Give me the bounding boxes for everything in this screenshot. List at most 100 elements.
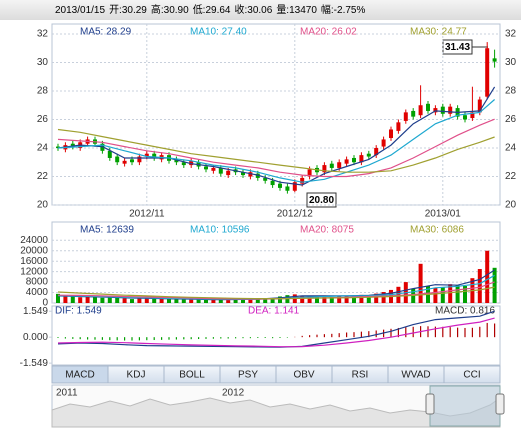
candle-body xyxy=(344,159,349,164)
annotation: 31.43 xyxy=(445,42,470,53)
tabs: MACD KDJ BOLL PSY OBV RSI WVAD CCI xyxy=(51,365,501,384)
y-tick-label: 26 xyxy=(505,114,517,125)
volume-bar xyxy=(300,295,305,303)
header-bar xyxy=(0,0,521,20)
candle-body xyxy=(366,153,371,157)
macd-frame xyxy=(51,305,501,366)
candle-body xyxy=(152,153,157,158)
volume-bar xyxy=(463,286,467,303)
volume-bar xyxy=(196,299,201,303)
volume-bar xyxy=(152,298,157,303)
volume-bar xyxy=(418,263,423,303)
candle-body xyxy=(100,143,105,151)
candle-body xyxy=(448,106,453,114)
volume-bar xyxy=(63,295,68,303)
navigator-label: 2011 xyxy=(56,388,78,399)
candle-body xyxy=(411,110,416,117)
volume-bar xyxy=(329,296,334,303)
tab[interactable] xyxy=(443,365,501,384)
volume-bar xyxy=(359,294,364,303)
volume-bar xyxy=(381,292,386,303)
y-tick-label: 30 xyxy=(37,57,49,68)
candle-body xyxy=(337,162,342,168)
legend-entry: MA5: 28.29 xyxy=(80,27,132,38)
y-tick-label: 16000 xyxy=(20,256,48,267)
volume-bar xyxy=(307,296,312,303)
volume-bar xyxy=(278,296,282,303)
line-series xyxy=(57,118,495,178)
header-item: 2013/01/15 xyxy=(55,5,105,16)
candle-body xyxy=(403,112,408,121)
volume-bar xyxy=(159,298,164,303)
y-tick-label: 24000 xyxy=(20,235,48,246)
candle-body xyxy=(174,159,179,163)
y-tick-label: 24 xyxy=(37,143,49,154)
y-tick-label: 20000 xyxy=(20,245,48,256)
tab-label: MACD xyxy=(65,370,94,381)
legend-entry: MACD: 0.816 xyxy=(435,306,495,317)
volume-bar xyxy=(270,298,275,303)
candle-body xyxy=(248,172,253,177)
candle-body xyxy=(300,177,305,184)
volume-bar xyxy=(93,296,97,303)
y-tick-label: 22 xyxy=(505,171,517,182)
header: 2013/01/15 开:30.29 高:30.90 低:29.64 收:30.06 量:… xyxy=(55,3,365,16)
candle-body xyxy=(122,160,127,164)
candle-body xyxy=(189,160,194,166)
volume-bar xyxy=(337,295,342,303)
volume-bar xyxy=(455,285,460,303)
candle-body xyxy=(270,180,275,186)
volume-bar xyxy=(492,267,497,303)
candle-body xyxy=(70,143,75,147)
volume-bar xyxy=(137,298,142,303)
y-tick-label: 24 xyxy=(505,143,517,154)
volume-bar xyxy=(70,296,75,303)
y-tick-label: 12000 xyxy=(20,266,48,277)
volume-bar xyxy=(107,296,112,303)
candle-body xyxy=(211,167,216,171)
annotation-box xyxy=(442,39,473,55)
navigator-handle[interactable] xyxy=(495,393,505,415)
y-tick-label: -1.549 xyxy=(20,358,49,369)
tab-label: OBV xyxy=(293,370,314,381)
volume-bar xyxy=(255,299,260,303)
candle-body xyxy=(204,166,208,170)
volume-bar xyxy=(374,293,379,303)
y-tick-label: 30 xyxy=(505,57,517,68)
navigator-window[interactable] xyxy=(429,385,501,427)
volume-bar xyxy=(485,250,490,303)
candle-body xyxy=(359,155,364,163)
legend-entry: MA30: 6086 xyxy=(410,225,464,236)
candle-body xyxy=(107,150,112,158)
candle-body xyxy=(440,106,445,114)
header-item: 幅:-2.75% xyxy=(321,3,366,16)
candle-body xyxy=(381,139,386,147)
y-tick-label: 26 xyxy=(37,114,49,125)
line-series xyxy=(57,317,495,348)
y-tick-label: 20 xyxy=(505,200,517,211)
volume-bar xyxy=(448,284,453,303)
volume-bar xyxy=(226,300,231,303)
volume-bar xyxy=(122,298,127,303)
y-tick-label: 32 xyxy=(505,29,517,40)
annotation: 20.80 xyxy=(309,195,334,206)
y-tick-label: 28 xyxy=(505,86,517,97)
volume-bar xyxy=(218,299,223,303)
navigator-handle[interactable] xyxy=(425,393,435,415)
y-tick-label: 0 xyxy=(42,298,48,309)
candle-body xyxy=(433,108,438,113)
tab-label: KDJ xyxy=(127,370,146,381)
volume-bar xyxy=(130,299,134,303)
candle-body xyxy=(307,169,312,177)
legend-entry: MA10: 27.40 xyxy=(190,27,247,38)
y-tick-label: 22 xyxy=(37,171,49,182)
candle-body xyxy=(285,186,290,191)
candle-body xyxy=(329,163,334,168)
navigator-label: 2012 xyxy=(222,388,245,399)
legend-entry: MA20: 26.02 xyxy=(300,27,357,38)
volume-bar xyxy=(181,298,186,303)
tab-label: CCI xyxy=(463,370,480,381)
volume-bar xyxy=(366,295,371,303)
header-item: 低:29.64 xyxy=(193,3,231,16)
